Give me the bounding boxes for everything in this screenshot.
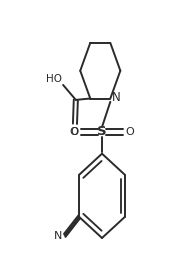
Text: O: O: [126, 127, 134, 137]
Text: O: O: [71, 126, 79, 137]
Text: O: O: [70, 127, 78, 137]
Text: N: N: [54, 231, 63, 241]
Text: N: N: [112, 91, 121, 104]
Text: HO: HO: [46, 73, 62, 84]
Text: S: S: [97, 125, 107, 138]
